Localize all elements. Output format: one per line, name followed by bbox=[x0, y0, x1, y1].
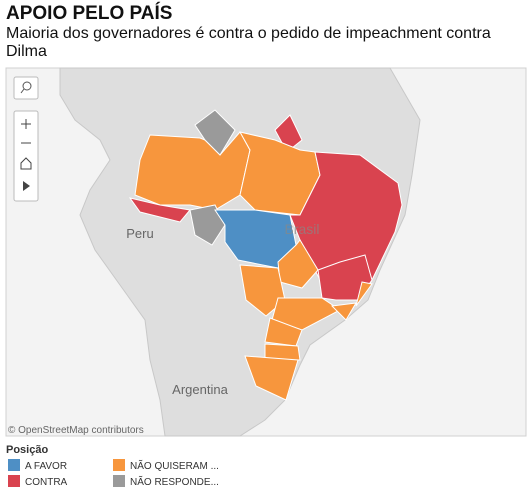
state bbox=[355, 281, 373, 307]
state bbox=[194, 109, 236, 156]
state bbox=[264, 343, 301, 361]
legend-title: Posição bbox=[6, 444, 48, 456]
state bbox=[271, 297, 341, 331]
search-icon bbox=[20, 88, 25, 94]
legend-label: A FAVOR bbox=[25, 461, 67, 472]
states bbox=[128, 109, 403, 401]
legend-label: NÃO RESPONDE... bbox=[130, 475, 219, 488]
legend-swatch bbox=[8, 475, 20, 487]
state bbox=[330, 302, 357, 321]
legend-label: CONTRA bbox=[25, 477, 68, 488]
legend-swatch bbox=[113, 459, 125, 471]
map-label: Argentina bbox=[172, 382, 228, 397]
state bbox=[244, 355, 299, 401]
title: APOIO PELO PAÍS bbox=[6, 3, 173, 24]
state bbox=[189, 204, 226, 246]
search-button[interactable] bbox=[13, 76, 39, 100]
state bbox=[134, 131, 251, 211]
zoom-in[interactable] bbox=[21, 119, 31, 129]
pan[interactable] bbox=[23, 181, 30, 191]
zoom-panel bbox=[13, 110, 39, 202]
legend-label: NÃO QUISERAM ... bbox=[130, 459, 219, 472]
legend-swatch bbox=[8, 459, 20, 471]
state bbox=[128, 197, 191, 223]
map-label: Peru bbox=[126, 226, 153, 241]
legend-swatch bbox=[113, 475, 125, 487]
legend: A FAVOR CONTRA NÃO QUISERAM ... NÃO RESPOND… bbox=[8, 459, 219, 488]
search-box[interactable] bbox=[13, 76, 39, 100]
attribution: © OpenStreetMap contributors bbox=[8, 425, 144, 436]
subtitle: Maioria dos governadores é contra o pedi… bbox=[6, 25, 491, 60]
home[interactable] bbox=[20, 157, 32, 170]
zoom-controls bbox=[13, 110, 39, 202]
map-label: Brasil bbox=[284, 221, 319, 237]
search-icon bbox=[22, 81, 32, 91]
